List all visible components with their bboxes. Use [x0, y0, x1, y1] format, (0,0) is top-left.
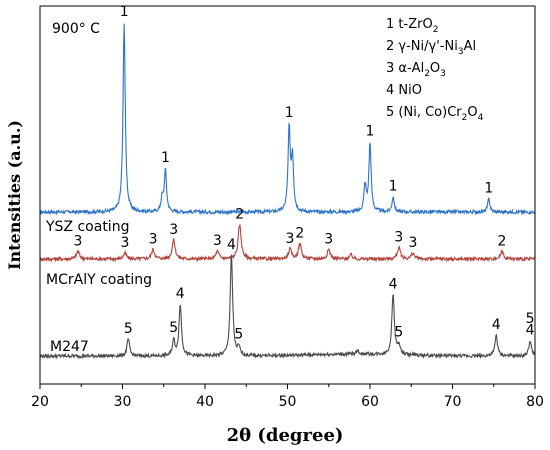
- legend-entry: 4 NiO: [386, 83, 422, 98]
- series-line-1: [39, 224, 536, 263]
- peak-label: 1: [484, 181, 493, 197]
- peak-label: 3: [408, 235, 417, 251]
- peak-label: 5: [394, 325, 403, 341]
- peak-label: 3: [121, 235, 130, 251]
- x-tick-label: 30: [114, 394, 132, 410]
- peak-label: 2: [235, 207, 244, 223]
- peak-label: 2: [498, 233, 507, 249]
- y-axis-label: Intensities (a.u.): [5, 120, 24, 270]
- legend-entry: 3 α-Al2O3: [386, 61, 446, 79]
- peak-label: 3: [213, 233, 222, 249]
- peak-label: 5: [234, 326, 243, 342]
- x-axis-label: 2θ (degree): [227, 425, 344, 446]
- legend: 1 t-ZrO2 2 γ-Ni/γ'-Ni3Al 3 α-Al2O3 4 NiO 5 (…: [386, 17, 484, 123]
- peak-label: 3: [149, 231, 158, 247]
- peak-label: 3: [324, 231, 333, 247]
- peak-label: 3: [286, 231, 295, 247]
- peak-label: 5: [169, 320, 178, 336]
- peak-label: 4: [492, 317, 501, 333]
- legend-entry: 5 (Ni, Co)Cr2O4: [386, 105, 484, 123]
- series-label-ysz: YSZ coating: [45, 219, 129, 235]
- x-axis: 20 30 40 50 60 70 80: [31, 384, 544, 410]
- peak-label: 1: [366, 124, 375, 140]
- peak-label: 1: [120, 4, 129, 20]
- x-tick-label: 60: [361, 394, 379, 410]
- plot-frame: [39, 5, 536, 385]
- peak-label: 4: [526, 323, 535, 339]
- peak-label: 3: [394, 229, 403, 245]
- peak-label: 3: [73, 233, 82, 249]
- temperature-label: 900° C: [52, 21, 100, 37]
- x-tick-label: 50: [279, 394, 297, 410]
- series-line-0: [39, 23, 536, 216]
- peak-label: 1: [285, 105, 294, 121]
- peak-label: 4: [389, 277, 398, 293]
- peak-label: 5: [526, 311, 535, 327]
- x-tick-label: 70: [444, 394, 462, 410]
- x-tick-label: 40: [196, 394, 214, 410]
- peak-label: 3: [169, 222, 178, 238]
- series-label-mcraly: MCrAlY coating: [46, 272, 152, 288]
- legend-entry: 2 γ-Ni/γ'-Ni3Al: [386, 39, 476, 57]
- peak-label: 2: [295, 225, 304, 241]
- series-labels: YSZ coating MCrAlY coating M247 5: [45, 219, 535, 355]
- peak-label: 1: [389, 178, 398, 194]
- x-tick-label: 80: [526, 394, 544, 410]
- legend-entry: 1 t-ZrO2: [386, 17, 438, 35]
- x-tick-label: 20: [31, 394, 49, 410]
- series-line-2: [39, 254, 536, 360]
- peak-label: 4: [227, 237, 236, 253]
- substrate-label: M247: [50, 339, 89, 355]
- peak-label: 5: [124, 321, 133, 337]
- peak-label: 1: [161, 150, 170, 166]
- peak-label: 4: [176, 286, 185, 302]
